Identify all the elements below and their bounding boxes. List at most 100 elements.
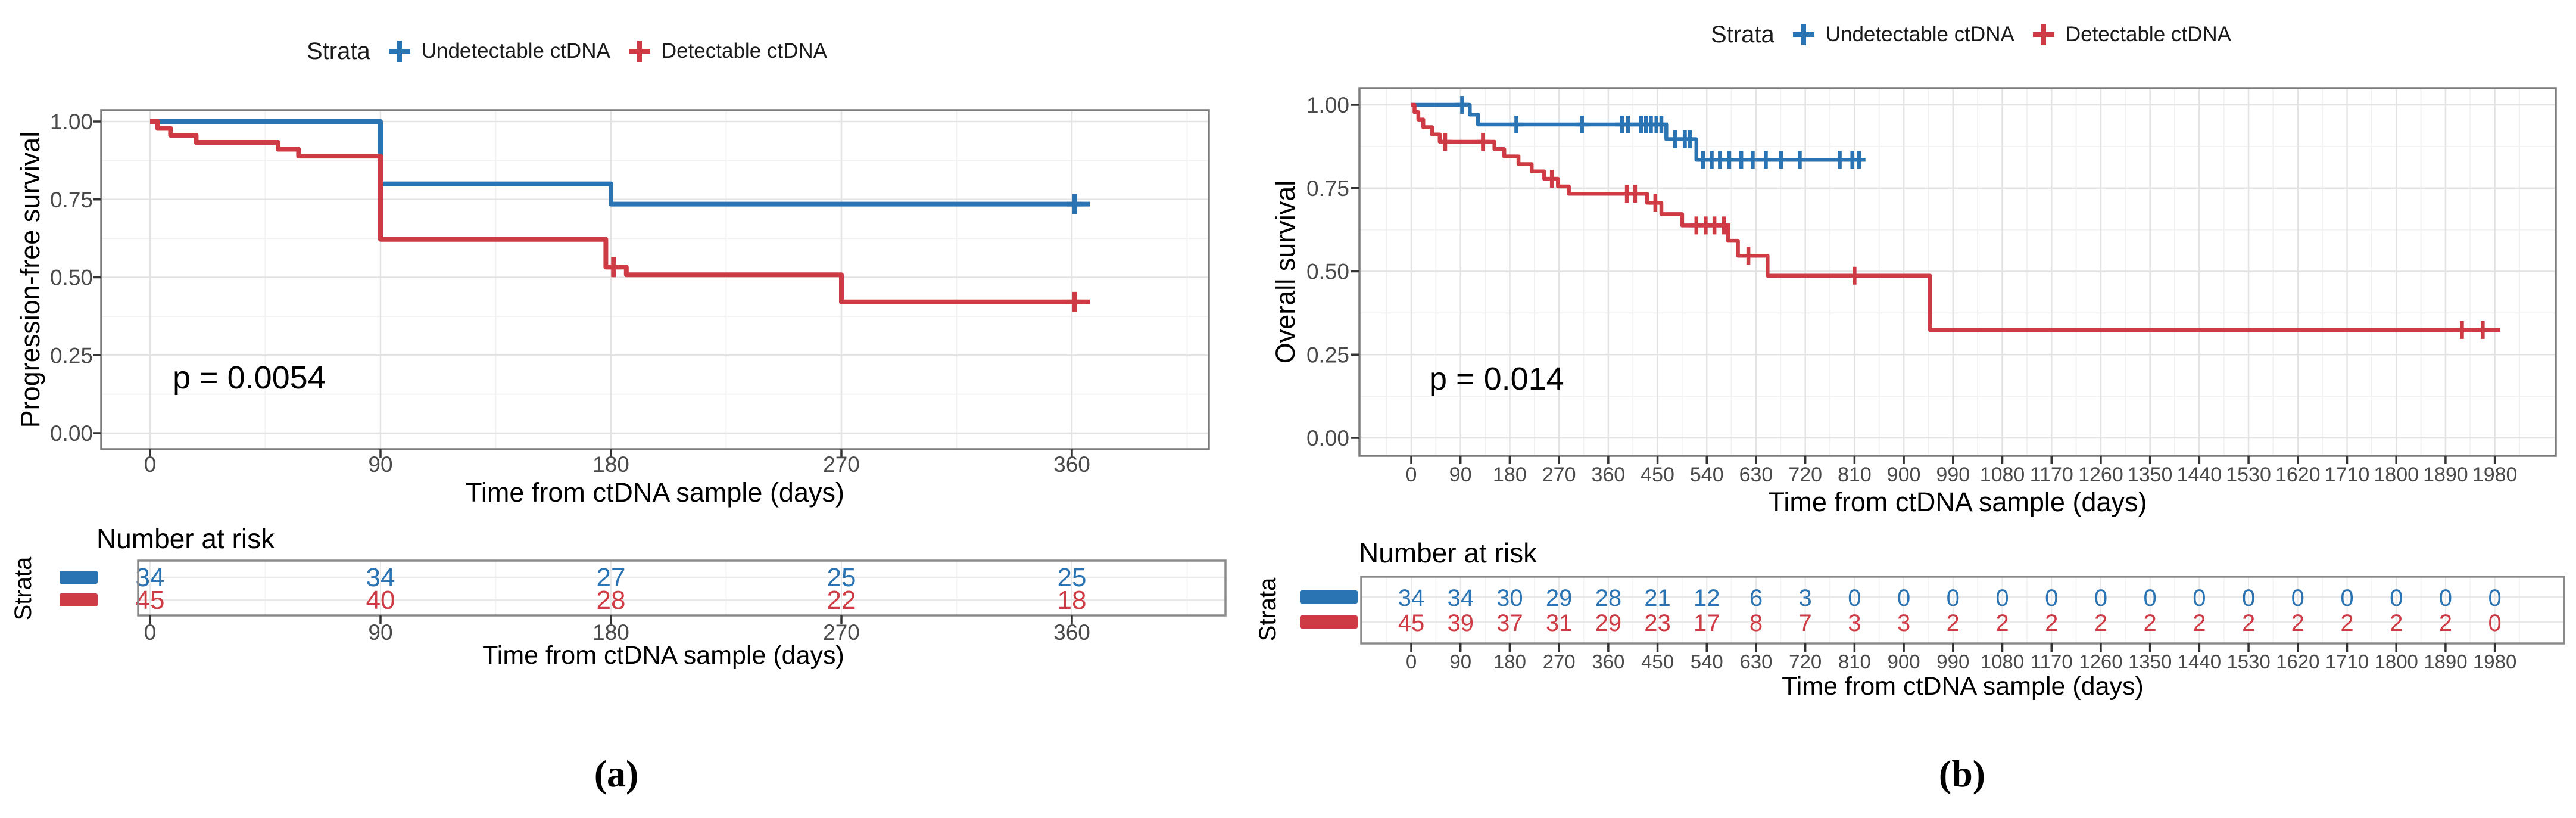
x-tick-label: 720 [1788,464,1822,486]
censor-plus-icon [628,41,650,62]
y-tick-label: 0.25 [1306,343,1349,367]
risk-strata-bar-detectable-ctdna [60,593,98,606]
y-tick-label: 0.75 [50,188,93,212]
panel-label-b: (b) [1938,752,1986,795]
risk-count: 31 [1546,610,1573,636]
risk-count: 40 [366,586,395,615]
risk-count: 3 [1848,610,1861,636]
y-tick-label: 0.00 [1306,426,1349,450]
risk-count: 2 [1947,610,1960,636]
risk-tick-label: 1890 [2424,651,2467,673]
censor-mark [1575,115,1589,133]
risk-tick-label: 1170 [2031,651,2073,673]
x-tick-label: 1080 [1980,464,2025,486]
risk-tick-label: 0 [144,620,157,645]
y-tick-label: 1.00 [1306,93,1349,117]
risk-count: 30 [1496,585,1523,611]
risk-count: 28 [1595,585,1622,611]
x-tick-label: 1800 [2374,464,2419,486]
y-axis-title: Overall survival [1270,181,1301,364]
x-tick-label: 360 [1591,464,1625,486]
x-tick-label: 1260 [2078,464,2123,486]
censor-mark [1545,170,1559,188]
risk-strata-axis-label: Strata [1255,577,1281,641]
censor-mark [1759,151,1773,169]
censor-mark [1621,115,1635,133]
risk-count: 7 [1799,610,1812,636]
censor-mark [1774,151,1788,169]
risk-count: 0 [2340,585,2353,611]
legend-title: Strata [307,38,370,64]
x-tick-label: 1890 [2423,464,2468,486]
censor-mark [2476,321,2490,339]
x-tick-label: 0 [144,452,157,477]
risk-count: 25 [1058,563,1087,592]
risk-count: 0 [2193,585,2206,611]
censor-mark [1648,194,1662,212]
risk-count: 0 [2291,585,2304,611]
km-curve-undetectable-ctdna [150,119,1090,207]
risk-count: 0 [2488,610,2501,636]
risk-count: 18 [1058,586,1087,615]
risk-tick-label: 1800 [2374,651,2418,673]
x-tick-label: 1170 [2030,464,2073,486]
x-tick-label: 0 [1406,464,1417,486]
risk-tick-label: 810 [1838,651,1871,673]
x-tick-label: 630 [1739,464,1773,486]
risk-x-axis-title: Time from ctDNA sample (days) [1782,672,2144,701]
risk-tick-label: 270 [823,620,860,645]
censor-mark [1735,151,1748,169]
legend-item-undetectable: Undetectable ctDNA [386,38,610,65]
risk-tick-label: 90 [368,620,392,645]
risk-tick-label: 1530 [2226,651,2270,673]
risk-strata-bar-undetectable-ctdna [1300,590,1358,604]
legend-panel-a: Strata Undetectable ctDNA Detectable ctD… [307,38,827,65]
censor-mark [1742,247,1755,265]
x-tick-label: 1530 [2226,464,2271,486]
censor-mark [1654,115,1668,133]
risk-strata-bar-detectable-ctdna [1300,615,1358,629]
risk-count: 2 [2045,610,2058,636]
risk-count: 3 [1897,610,1910,636]
risk-strata-bar-undetectable-ctdna [60,571,98,584]
risk-tick-label: 1350 [2128,651,2172,673]
censor-mark [1683,130,1696,148]
risk-count: 28 [597,586,626,615]
y-tick-label: 0.00 [50,421,93,446]
legend-panel-b: Strata Undetectable ctDNA Detectable ctD… [1711,21,2231,48]
censor-mark [2455,321,2469,339]
risk-count: 0 [2094,585,2107,611]
risk-count: 0 [2242,585,2255,611]
censor-mark [1793,151,1807,169]
risk-count: 2 [2193,610,2206,636]
risk-count: 8 [1749,610,1763,636]
risk-tick-label: 360 [1053,620,1090,645]
risk-tick-label: 990 [1936,651,1969,673]
p-value-annotation: p = 0.014 [1429,361,1564,397]
risk-table-title: Number at risk [1359,537,1538,568]
km-curve-detectable-ctdna [1411,102,2500,332]
censor-mark [1628,185,1642,203]
risk-count: 0 [1947,585,1960,611]
x-tick-label: 1440 [2177,464,2222,486]
risk-tick-label: 900 [1888,651,1920,673]
legend-label: Undetectable ctDNA [1825,23,2014,46]
risk-count: 37 [1496,610,1523,636]
risk-count: 2 [2291,610,2304,636]
risk-count: 0 [1897,585,1910,611]
risk-count: 6 [1749,585,1763,611]
y-tick-label: 1.00 [50,110,93,134]
risk-tick-label: 540 [1691,651,1723,673]
risk-tick-label: 1710 [2325,651,2369,673]
x-tick-label: 540 [1690,464,1724,486]
x-tick-label: 990 [1936,464,1970,486]
risk-table-title: Number at risk [96,523,275,554]
x-tick-label: 360 [1053,452,1090,477]
risk-tick-label: 630 [1739,651,1772,673]
panel-label-a: (a) [594,752,639,795]
censor-mark [1455,96,1469,114]
risk-count: 45 [1398,610,1425,636]
risk-count: 2 [2094,610,2107,636]
risk-count: 17 [1694,610,1720,636]
risk-tick-label: 1080 [1981,651,2024,673]
